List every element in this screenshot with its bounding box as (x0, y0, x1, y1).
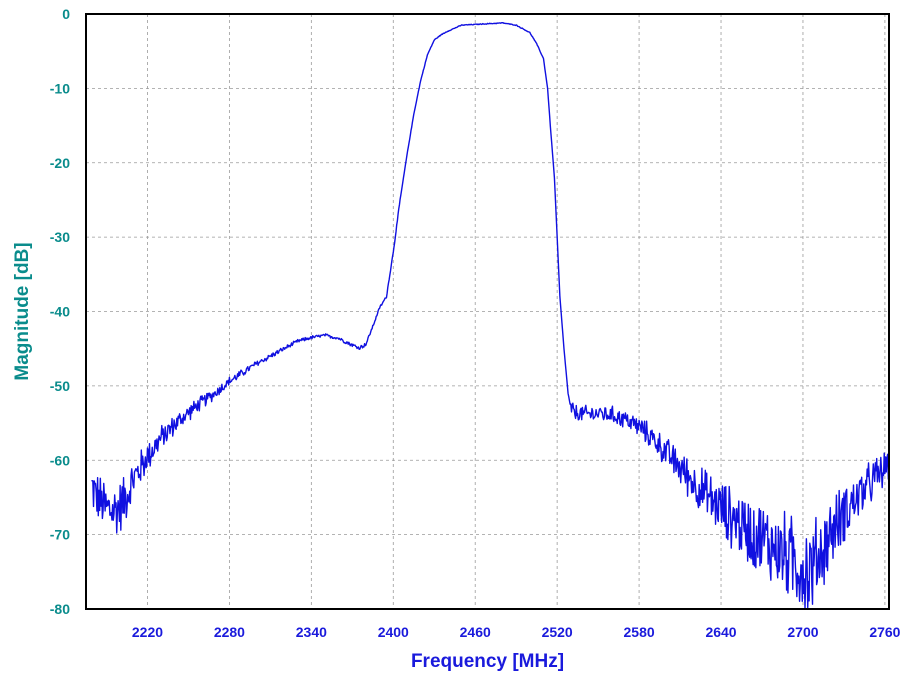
y-tick-label: -80 (50, 601, 70, 617)
x-tick-label: 2340 (296, 624, 327, 640)
y-tick-label: -20 (50, 155, 70, 171)
grid (86, 14, 889, 609)
plot-frame (85, 13, 890, 610)
x-tick-label: 2700 (787, 624, 818, 640)
x-tick-label: 2760 (869, 624, 900, 640)
x-tick-label: 2220 (132, 624, 163, 640)
magnitude-line (91, 21, 890, 610)
y-tick-label: -40 (50, 304, 70, 320)
y-tick-label: -50 (50, 378, 70, 394)
x-axis-title: Frequency [MHz] (411, 651, 564, 672)
x-tick-label: 2280 (214, 624, 245, 640)
x-tick-label: 2460 (460, 624, 491, 640)
x-tick-label: 2640 (705, 624, 736, 640)
y-tick-label: -30 (50, 229, 70, 245)
x-tick-label: 2520 (542, 624, 573, 640)
y-tick-label: 0 (62, 6, 70, 22)
x-tick-labels: 2220 2280 2340 2400 2460 2520 2580 2640 2700 2760 (132, 624, 901, 640)
x-tick-label: 2580 (624, 624, 655, 640)
x-tick-label: 2400 (378, 624, 409, 640)
y-tick-labels: 0 -10 -20 -30 -40 -50 -60 -70 -80 (50, 6, 70, 617)
y-axis-title: Magnitude [dB] (12, 242, 33, 380)
series-layer (91, 21, 890, 610)
y-tick-label: -60 (50, 452, 70, 468)
y-tick-label: -70 (50, 527, 70, 543)
y-tick-label: -10 (50, 80, 70, 96)
